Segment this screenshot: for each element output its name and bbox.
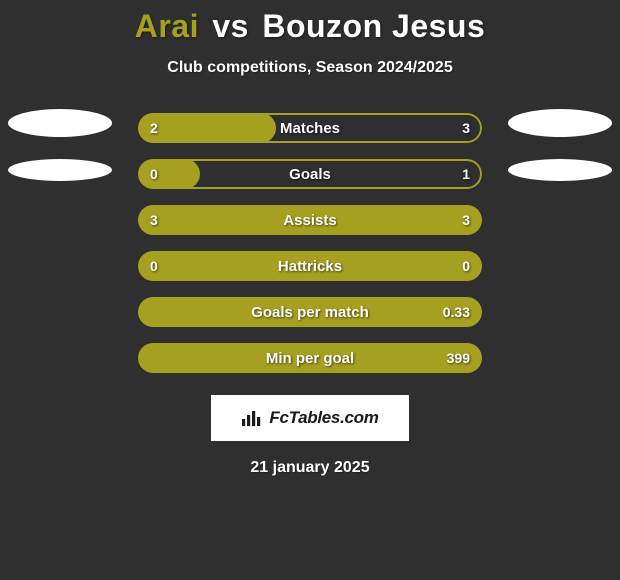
stat-label: Matches [138, 113, 482, 143]
player1-badge [8, 109, 112, 137]
stat-value-right: 0 [462, 251, 470, 281]
stat-label: Goals per match [138, 297, 482, 327]
stat-value-left: 0 [150, 159, 158, 189]
stat-value-right: 3 [462, 113, 470, 143]
page-title: Arai vs Bouzon Jesus [0, 8, 620, 45]
stat-row: Matches2 3 [138, 113, 482, 143]
stat-value-left: 2 [150, 113, 158, 143]
stat-row: Goals0 1 [138, 159, 482, 189]
stat-value-left: 3 [150, 205, 158, 235]
player2-badge-col [508, 113, 612, 181]
stat-label: Goals [138, 159, 482, 189]
stat-value-right: 0.33 [443, 297, 470, 327]
vs-label: vs [212, 8, 249, 44]
player1-badge-alt [8, 159, 112, 181]
brand-badge: FcTables.com [211, 395, 409, 441]
stat-label: Min per goal [138, 343, 482, 373]
player1-badge-col [8, 113, 112, 181]
brand-text: FcTables.com [269, 408, 378, 428]
player1-name: Arai [135, 8, 199, 44]
subtitle: Club competitions, Season 2024/2025 [0, 59, 620, 77]
stat-row: Assists3 3 [138, 205, 482, 235]
stat-row: Hattricks0 0 [138, 251, 482, 281]
stat-bars: Matches23Goals01Assists33Hattricks00Goal… [138, 113, 482, 373]
stat-value-left: 0 [150, 251, 158, 281]
stat-row: Goals per match0.33 [138, 297, 482, 327]
stat-label: Assists [138, 205, 482, 235]
stat-value-right: 1 [462, 159, 470, 189]
stat-label: Hattricks [138, 251, 482, 281]
stat-value-right: 399 [447, 343, 470, 373]
player2-badge-alt [508, 159, 612, 181]
date-label: 21 january 2025 [0, 459, 620, 477]
chart-icon [241, 409, 263, 427]
player2-badge [508, 109, 612, 137]
comparison-infographic: Arai vs Bouzon Jesus Club competitions, … [0, 0, 620, 580]
stat-value-right: 3 [462, 205, 470, 235]
stat-row: Min per goal399 [138, 343, 482, 373]
chart-area: Matches23Goals01Assists33Hattricks00Goal… [0, 113, 620, 373]
player2-name: Bouzon Jesus [262, 8, 485, 44]
